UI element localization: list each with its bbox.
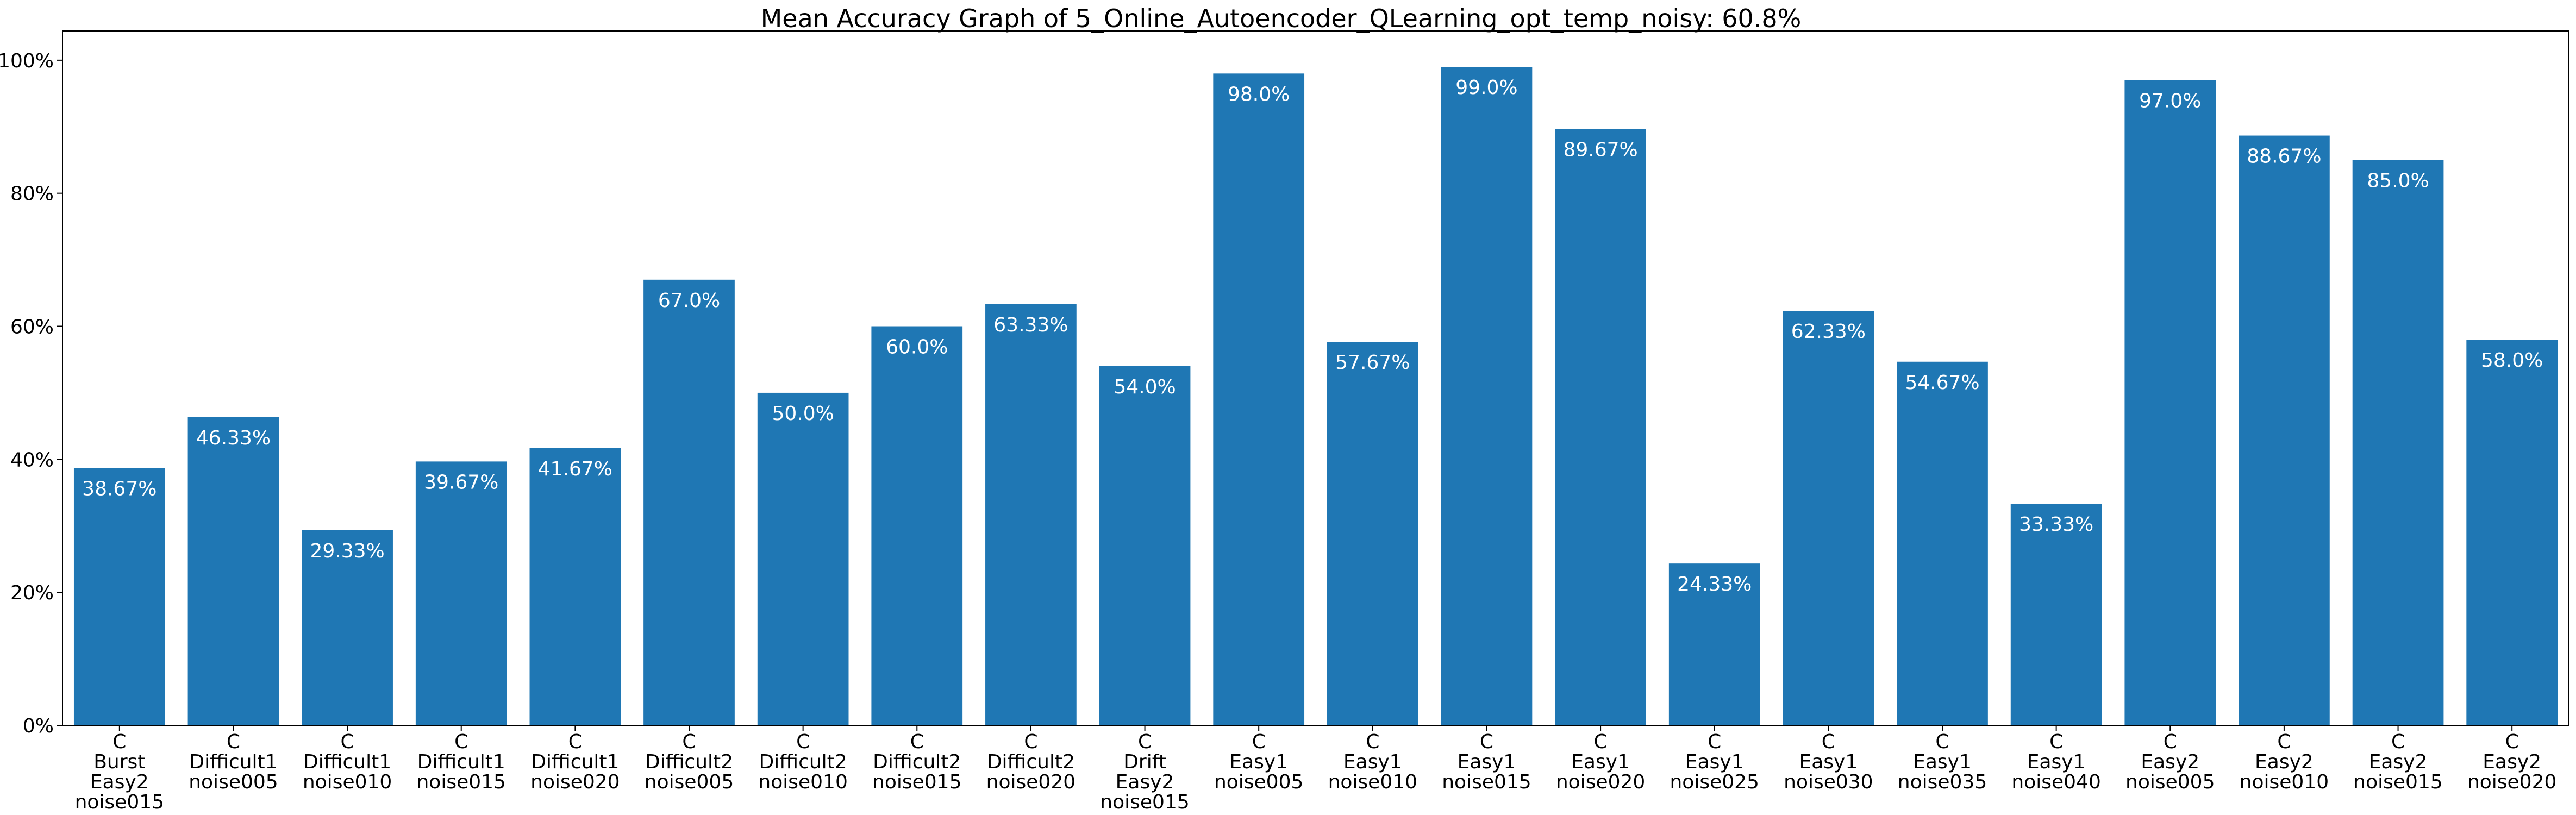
x-tick-label: C Difficult2 noise015 (872, 731, 961, 793)
x-tick-label: C Difficult2 noise010 (758, 731, 847, 793)
bar (302, 530, 393, 725)
bar (1441, 67, 1533, 726)
x-tick-label: C Easy1 noise030 (1784, 731, 1873, 793)
bar-data-label: 33.33% (2019, 513, 2093, 536)
bar (2239, 135, 2330, 726)
x-tick-label: C Easy1 noise020 (1556, 731, 1645, 793)
bar-data-label: 57.67% (1335, 352, 1410, 374)
bars-layer (73, 67, 2558, 726)
x-tick-label: C Difficult2 noise005 (645, 731, 734, 793)
bar (529, 448, 621, 725)
bar (2010, 503, 2102, 725)
bar (1213, 73, 1305, 725)
bar-data-label: 63.33% (993, 314, 1068, 336)
x-tick-label: C Easy1 noise005 (1214, 731, 1303, 793)
x-tick-label: C Easy2 noise010 (2240, 731, 2329, 793)
x-tick-label: C Difficult1 noise010 (303, 731, 392, 793)
bar (415, 461, 507, 725)
bar (2466, 340, 2558, 725)
bar (1897, 361, 1988, 725)
bar-data-label: 58.0% (2481, 349, 2543, 372)
bar-data-label: 39.67% (424, 471, 498, 493)
bar-data-label: 29.33% (310, 540, 384, 562)
bar-data-label: 38.67% (82, 478, 157, 500)
bar-data-label: 97.0% (2139, 90, 2201, 112)
x-tick-label: C Easy1 noise040 (2011, 731, 2100, 793)
bar (1668, 563, 1760, 725)
chart-title: Mean Accuracy Graph of 5_Online_Autoenco… (761, 4, 1802, 33)
x-axis: C Burst Easy2 noise015 C Difficult1 noise005 C D… (75, 725, 2556, 813)
y-tick-label: 80% (10, 183, 54, 205)
x-tick-label: C Drift Easy2 noise015 (1100, 731, 1189, 813)
bar (643, 279, 735, 725)
bar (187, 417, 279, 725)
bar-data-label: 88.67% (2247, 146, 2321, 168)
y-tick-label: 100% (0, 50, 54, 72)
y-axis: 0% 20% 40% 60% 80% 100% (0, 50, 62, 737)
bar (1783, 310, 1874, 725)
x-tick-label: C Easy2 noise020 (2467, 731, 2556, 793)
bar-data-label: 24.33% (1677, 573, 1752, 595)
bar (1099, 366, 1191, 725)
x-tick-label: C Easy1 noise015 (1442, 731, 1531, 793)
x-tick-label: C Easy2 noise005 (2125, 731, 2215, 793)
bar (985, 304, 1077, 725)
bar-data-label: 54.0% (1114, 376, 1176, 398)
x-tick-label: C Easy2 noise015 (2353, 731, 2442, 793)
bar (871, 326, 963, 725)
data-labels-layer: 38.67% 46.33% 29.33% 39.67% 41.67% 67.0% 50.0%… (82, 77, 2543, 595)
bar-data-label: 41.67% (538, 458, 612, 480)
bar (2124, 80, 2216, 726)
bar (757, 392, 849, 725)
bar (2352, 160, 2444, 725)
bar-data-label: 89.67% (1563, 139, 1637, 161)
bar-data-label: 46.33% (196, 427, 271, 449)
bar-data-label: 54.67% (1905, 372, 1979, 394)
bar-data-label: 60.0% (886, 336, 948, 359)
y-tick-label: 0% (23, 715, 54, 737)
x-tick-label: C Burst Easy2 noise015 (75, 731, 164, 813)
bar-data-label: 50.0% (772, 403, 834, 425)
bar-data-label: 98.0% (1228, 83, 1290, 105)
bar-data-label: 85.0% (2367, 170, 2429, 192)
x-tick-label: C Difficult1 noise005 (189, 731, 278, 793)
x-tick-label: C Easy1 noise035 (1898, 731, 1987, 793)
x-tick-label: C Easy1 noise025 (1670, 731, 1759, 793)
bar (73, 468, 165, 725)
bar-data-label: 67.0% (658, 290, 720, 312)
x-tick-label: C Easy1 noise010 (1328, 731, 1417, 793)
x-tick-label: C Difficult1 noise020 (530, 731, 620, 793)
y-tick-label: 60% (10, 316, 54, 338)
bar (1555, 129, 1646, 725)
x-tick-label: C Difficult1 noise015 (416, 731, 505, 793)
y-tick-label: 40% (10, 449, 54, 471)
bar-data-label: 62.33% (1791, 321, 1866, 343)
bar-data-label: 99.0% (1455, 77, 1517, 99)
plot-frame (62, 30, 2569, 726)
x-tick-label: C Difficult2 noise020 (986, 731, 1076, 793)
bar (1327, 342, 1418, 725)
y-tick-label: 20% (10, 582, 54, 604)
